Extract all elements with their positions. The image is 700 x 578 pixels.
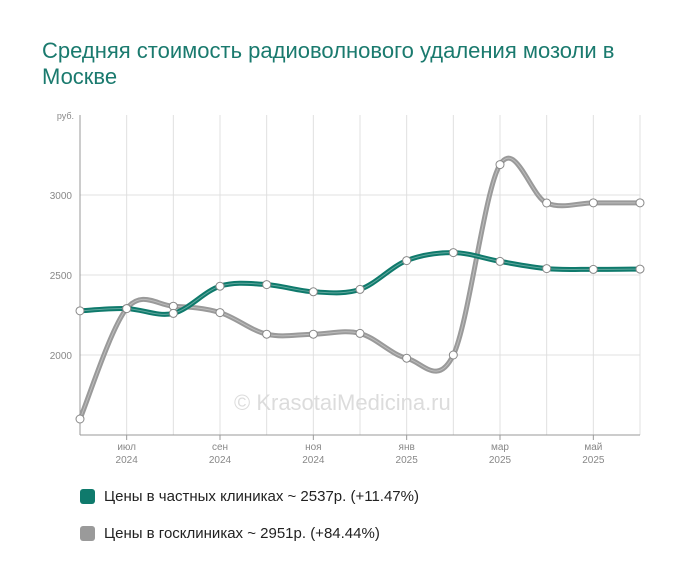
data-point-private xyxy=(168,308,178,318)
y-tick-label: 2500 xyxy=(50,271,73,282)
x-tick-label-year: 2024 xyxy=(116,455,139,466)
data-point-private xyxy=(122,304,132,314)
data-point-public xyxy=(262,329,272,339)
data-point-public xyxy=(75,414,85,424)
x-tick-label-month: сен xyxy=(212,442,228,453)
x-tick-label-month: ноя xyxy=(305,442,322,453)
legend-swatch-private xyxy=(80,488,95,504)
legend-label-private: Цены в частных клиниках ~ 2537р. (+11.47… xyxy=(104,487,419,505)
data-point-public xyxy=(495,160,505,170)
data-point-private xyxy=(355,284,365,294)
data-point-public xyxy=(448,350,458,360)
data-point-private xyxy=(542,264,552,274)
y-tick-label: 2000 xyxy=(50,351,73,362)
grid-layer xyxy=(80,115,641,435)
data-point-public xyxy=(588,198,598,208)
data-point-private xyxy=(308,287,318,297)
data-point-private xyxy=(402,256,412,266)
data-point-private xyxy=(215,281,225,291)
x-tick-label-month: мар xyxy=(491,442,509,453)
x-tick-label-year: 2025 xyxy=(582,455,605,466)
axis-layer: 2000 2500 3000 руб. июл 2024 сен 2024 ноя 2024 янв… xyxy=(50,111,640,466)
x-tick-label-month: янв xyxy=(399,442,415,453)
data-point-private xyxy=(75,306,85,316)
x-tick-label-year: 2025 xyxy=(396,455,419,466)
data-point-private xyxy=(448,248,458,258)
legend-item-public[interactable]: Цены в госклиниках ~ 2951р. (+84.44%) xyxy=(80,523,419,543)
x-tick-label-month: май xyxy=(584,442,602,453)
legend-label-public: Цены в госклиниках ~ 2951р. (+84.44%) xyxy=(104,524,380,542)
legend-item-private[interactable]: Цены в частных клиниках ~ 2537р. (+11.47… xyxy=(80,486,419,506)
legend-swatch-public xyxy=(80,525,95,541)
x-tick-label-month: июл xyxy=(117,442,136,453)
chart-title: Средняя стоимость радиоволнового удалени… xyxy=(42,38,615,89)
data-point-public xyxy=(635,198,645,208)
data-point-public xyxy=(308,329,318,339)
data-point-public xyxy=(215,308,225,318)
data-point-private xyxy=(588,264,598,274)
y-unit-label: руб. xyxy=(57,111,74,121)
data-point-private xyxy=(635,264,645,274)
data-point-private xyxy=(262,280,272,290)
watermark: © KrasotaiMedicina.ru xyxy=(234,390,451,415)
data-point-public xyxy=(402,353,412,363)
data-point-public xyxy=(355,328,365,338)
legend: Цены в частных клиниках ~ 2537р. (+11.47… xyxy=(80,486,419,560)
x-tick-label-year: 2025 xyxy=(489,455,512,466)
y-tick-label: 3000 xyxy=(50,191,73,202)
x-tick-label-year: 2024 xyxy=(302,455,325,466)
series-layer xyxy=(75,155,645,424)
data-point-public xyxy=(542,198,552,208)
data-point-private xyxy=(495,256,505,266)
x-tick-label-year: 2024 xyxy=(209,455,232,466)
